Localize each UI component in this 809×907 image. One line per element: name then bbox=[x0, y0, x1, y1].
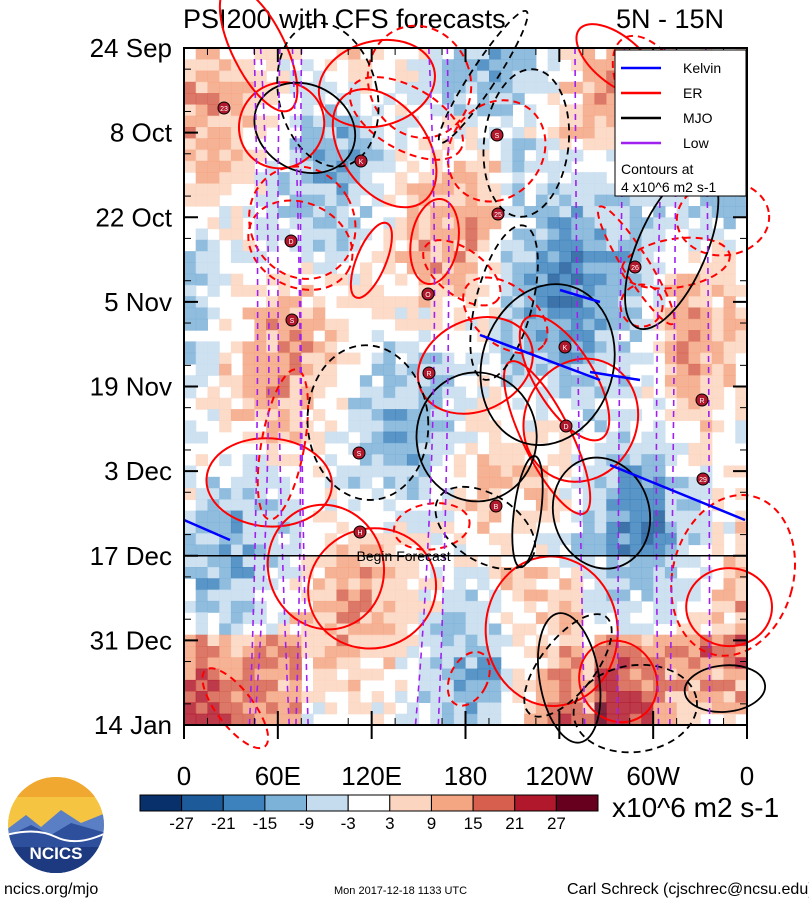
colorbar-swatch bbox=[306, 794, 349, 812]
colorbar-swatch bbox=[181, 794, 224, 812]
storm-marker-label: 29 bbox=[699, 477, 707, 484]
legend-label: ER bbox=[683, 85, 702, 101]
y-tick-label: 24 Sep bbox=[90, 33, 172, 63]
y-tick-label: 31 Dec bbox=[90, 625, 172, 655]
storm-marker: S bbox=[285, 313, 299, 327]
storm-marker-label: R bbox=[426, 371, 431, 378]
storm-marker-label: D bbox=[288, 239, 293, 246]
colorbar-level-label: 21 bbox=[505, 814, 524, 833]
colorbar-units: x10^6 m2 s-1 bbox=[612, 792, 780, 823]
storm-marker: 23 bbox=[217, 101, 231, 115]
storm-marker: H bbox=[353, 525, 367, 539]
x-tick-label: 0 bbox=[177, 761, 191, 791]
x-tick-label: 60E bbox=[255, 761, 301, 791]
colorbar-swatch bbox=[264, 794, 307, 812]
chart-region: 5N - 15N bbox=[616, 4, 725, 34]
colorbar-swatch bbox=[431, 794, 474, 812]
storm-marker-label: S bbox=[290, 318, 295, 325]
colorbar-level-label: 27 bbox=[547, 814, 566, 833]
storm-marker: 26 bbox=[628, 260, 642, 274]
y-tick-label: 17 Dec bbox=[90, 541, 172, 571]
storm-marker-label: R bbox=[699, 398, 704, 405]
colorbar: -27 -21 -15 -9 -3 3 9 15 21 27 bbox=[139, 794, 599, 833]
x-tick-label: 120E bbox=[341, 761, 402, 791]
x-tick-label: 0 bbox=[740, 761, 754, 791]
colorbar-swatch bbox=[514, 794, 557, 812]
y-tick-label: 19 Nov bbox=[90, 372, 172, 402]
storm-marker: K bbox=[354, 154, 368, 168]
colorbar-level-label: -9 bbox=[299, 814, 314, 833]
legend-label: MJO bbox=[683, 110, 713, 126]
storm-marker-label: O bbox=[425, 292, 431, 299]
colorbar-swatch bbox=[555, 794, 599, 812]
storm-marker-label: K bbox=[563, 345, 568, 352]
storm-marker-label: D bbox=[563, 424, 568, 431]
colorbar-level-label: -3 bbox=[341, 814, 356, 833]
chart-title: PSI200 with CFS forecasts bbox=[183, 4, 506, 34]
storm-marker: 29 bbox=[696, 472, 710, 486]
colorbar-swatch bbox=[139, 794, 183, 812]
storm-marker-label: H bbox=[357, 530, 362, 537]
storm-marker: D bbox=[284, 234, 298, 248]
storm-marker-label: 23 bbox=[220, 106, 228, 113]
legend-label: Kelvin bbox=[683, 60, 721, 76]
legend-note: Contours at bbox=[621, 161, 693, 177]
colorbar-level-label: 3 bbox=[385, 814, 394, 833]
colorbar-level-label: 15 bbox=[464, 814, 483, 833]
storm-marker-label: S bbox=[357, 451, 362, 458]
colorbar-level-label: 9 bbox=[427, 814, 436, 833]
y-tick-label: 22 Oct bbox=[95, 202, 172, 232]
footer-author: Carl Schreck (cjschrec@ncsu.edu) bbox=[567, 881, 809, 898]
wave-contours bbox=[183, 0, 797, 754]
legend-note: 4 x10^6 m2 s-1 bbox=[621, 179, 716, 195]
storm-marker-label: S bbox=[495, 133, 500, 140]
storm-marker-label: B bbox=[494, 504, 499, 511]
storm-marker: B bbox=[489, 499, 503, 513]
y-tick-label: 3 Dec bbox=[104, 456, 172, 486]
forecast-label: Begin Forecast bbox=[357, 548, 451, 564]
y-tick-label: 8 Oct bbox=[110, 118, 173, 148]
colorbar-level-label: -15 bbox=[253, 814, 278, 833]
storm-marker-label: 26 bbox=[631, 265, 639, 272]
colorbar-level-label: -21 bbox=[211, 814, 236, 833]
footer-timestamp: Mon 2017-12-18 1133 UTC bbox=[334, 885, 468, 897]
storm-marker: K bbox=[558, 340, 572, 354]
storm-marker-label: 25 bbox=[494, 212, 502, 219]
colorbar-level-label: -27 bbox=[169, 814, 194, 833]
x-tick-label: 180 bbox=[444, 761, 487, 791]
storm-marker: R bbox=[422, 366, 436, 380]
colorbar-swatch bbox=[472, 794, 516, 812]
storm-marker: R bbox=[695, 393, 709, 407]
legend: Kelvin ER MJO Low Contours at 4 x10^6 m2 s-1 bbox=[614, 49, 747, 197]
storm-marker: 25 bbox=[491, 207, 505, 221]
x-tick-label: 60W bbox=[626, 761, 680, 791]
storm-marker: S bbox=[352, 446, 366, 460]
legend-label: Low bbox=[683, 135, 710, 151]
x-tick-label: 120W bbox=[525, 761, 593, 791]
y-tick-label: 14 Jan bbox=[94, 710, 172, 740]
storm-marker-label: K bbox=[359, 159, 364, 166]
colorbar-swatch bbox=[222, 794, 266, 812]
colorbar-swatch bbox=[389, 794, 432, 812]
y-tick-label: 5 Nov bbox=[104, 287, 172, 317]
ncics-logo: NCICS bbox=[8, 777, 104, 873]
storm-marker: D bbox=[559, 419, 573, 433]
storm-marker: O bbox=[421, 287, 435, 301]
footer-url[interactable]: ncics.org/mjo bbox=[4, 881, 99, 898]
colorbar-swatch bbox=[347, 794, 391, 812]
logo-text: NCICS bbox=[30, 844, 83, 863]
storm-marker: S bbox=[490, 128, 504, 142]
